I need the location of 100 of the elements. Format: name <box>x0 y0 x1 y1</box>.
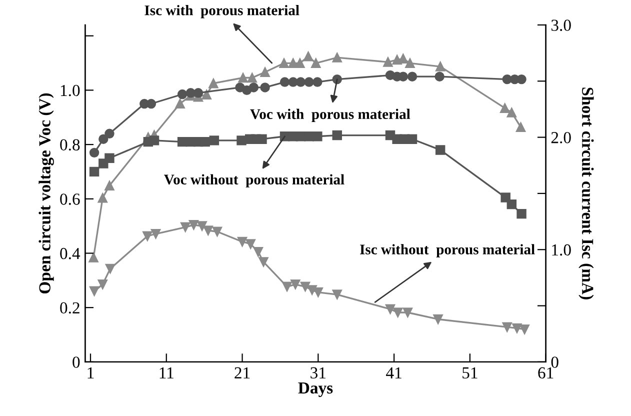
point <box>149 136 160 146</box>
point <box>246 239 256 249</box>
point <box>142 231 152 241</box>
point <box>180 222 190 232</box>
point <box>104 153 114 163</box>
point <box>98 134 108 144</box>
point <box>89 166 100 177</box>
point <box>188 220 199 230</box>
x-tick-label: 11 <box>160 367 174 378</box>
annotation: Voc with porous material <box>250 108 410 122</box>
x-tick-label: 31 <box>310 367 326 379</box>
point <box>104 128 114 139</box>
point <box>146 98 156 109</box>
point <box>150 229 161 239</box>
point <box>312 77 322 87</box>
x-tick-label: 1 <box>88 367 94 378</box>
point <box>296 77 306 87</box>
y-axis-title: Open circuit voltage Voc (V) <box>38 93 54 294</box>
point <box>288 58 298 68</box>
y-tick-label: 1.0 <box>60 84 80 96</box>
point <box>512 323 522 334</box>
point <box>434 72 444 82</box>
y-tick-label: 0.6 <box>60 194 80 205</box>
point <box>202 90 212 100</box>
point <box>175 98 185 108</box>
point <box>402 308 413 318</box>
x-tick-label: 51 <box>462 367 478 379</box>
point <box>332 290 342 300</box>
point <box>89 148 100 158</box>
x-axis-title: Days <box>298 382 333 398</box>
point <box>98 280 108 290</box>
point <box>383 57 393 67</box>
x-tick-label: 41 <box>386 367 402 378</box>
y2-tick-label: 1.0 <box>552 244 571 256</box>
point <box>313 287 324 298</box>
point <box>237 236 248 247</box>
annotation: Isc with porous material <box>144 5 300 18</box>
point <box>506 108 517 118</box>
point <box>105 264 116 274</box>
y2-tick-label: 2.0 <box>551 132 571 144</box>
point <box>300 282 310 292</box>
point <box>104 180 114 190</box>
point <box>506 199 517 210</box>
point <box>260 67 270 77</box>
point <box>89 286 100 296</box>
point <box>257 134 267 144</box>
point <box>209 136 220 146</box>
point <box>248 82 259 92</box>
x-tick-label: 61 <box>538 367 554 379</box>
point <box>177 89 188 100</box>
point <box>290 280 300 290</box>
point <box>203 226 213 236</box>
point <box>332 52 342 62</box>
point <box>200 136 210 147</box>
point <box>260 82 270 92</box>
point <box>253 246 264 257</box>
point <box>236 136 246 146</box>
annotation: Voc without porous material <box>164 174 344 188</box>
point <box>500 192 510 202</box>
y2-tick-label: 3.0 <box>551 20 571 31</box>
point <box>520 324 530 334</box>
point <box>385 304 396 314</box>
point <box>98 193 108 203</box>
point <box>280 77 290 87</box>
point <box>282 282 292 292</box>
point <box>312 132 322 142</box>
point <box>500 103 510 113</box>
point <box>279 58 289 68</box>
point <box>303 52 314 62</box>
point <box>193 88 204 98</box>
point <box>392 308 403 318</box>
point <box>238 72 248 83</box>
point <box>212 226 222 236</box>
point <box>407 134 418 144</box>
point <box>435 145 446 155</box>
point <box>502 322 512 332</box>
point <box>208 78 218 88</box>
y-tick-label: 0 <box>72 356 80 368</box>
point <box>197 221 207 231</box>
point <box>258 257 268 267</box>
y-tick-label: 0.2 <box>60 302 80 314</box>
point <box>435 62 446 72</box>
y-tick-label: 0.4 <box>60 248 80 260</box>
y-tick-label: 0.8 <box>60 139 80 151</box>
point <box>407 72 418 82</box>
point <box>304 77 314 87</box>
annotation: Isc without porous material <box>360 244 535 258</box>
x-tick-label: 21 <box>234 367 250 378</box>
point <box>88 252 98 262</box>
point <box>516 122 526 132</box>
point <box>311 58 321 68</box>
point <box>516 208 526 219</box>
point <box>332 130 342 140</box>
point <box>433 314 443 324</box>
point <box>405 58 415 68</box>
y2-axis-title: Short circuit current Isc (mA) <box>578 88 594 300</box>
point <box>295 58 305 68</box>
point <box>516 74 526 84</box>
y2-tick-label: 0 <box>551 356 558 368</box>
point <box>247 72 257 83</box>
